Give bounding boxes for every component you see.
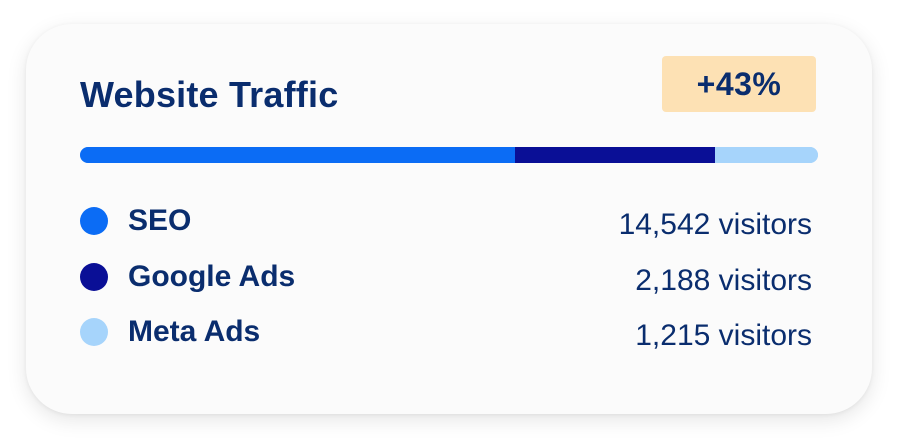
legend-row-seo: SEO 14,542 visitors: [80, 200, 812, 241]
legend-row-meta-ads: Meta Ads 1,215 visitors: [80, 311, 812, 352]
meta-ads-dot-icon: [80, 318, 108, 346]
source-visitors: 14,542 visitors: [618, 208, 812, 241]
card-title: Website Traffic: [80, 74, 339, 115]
traffic-share-bar: [80, 147, 818, 163]
bar-segment-google-ads: [515, 147, 715, 163]
source-visitors: 2,188 visitors: [635, 264, 812, 297]
legend-row-google-ads: Google Ads 2,188 visitors: [80, 256, 812, 297]
change-badge: +43%: [662, 56, 816, 112]
seo-dot-icon: [80, 207, 108, 235]
google-ads-dot-icon: [80, 263, 108, 291]
bar-segment-seo: [80, 147, 516, 163]
bar-segment-meta-ads: [714, 147, 818, 163]
source-label: Meta Ads: [128, 315, 261, 348]
source-visitors: 1,215 visitors: [635, 319, 812, 352]
source-label: Google Ads: [128, 260, 296, 293]
website-traffic-card: Website Traffic +43% SEO 14,542 visitors…: [26, 24, 872, 414]
source-label: SEO: [128, 204, 192, 237]
